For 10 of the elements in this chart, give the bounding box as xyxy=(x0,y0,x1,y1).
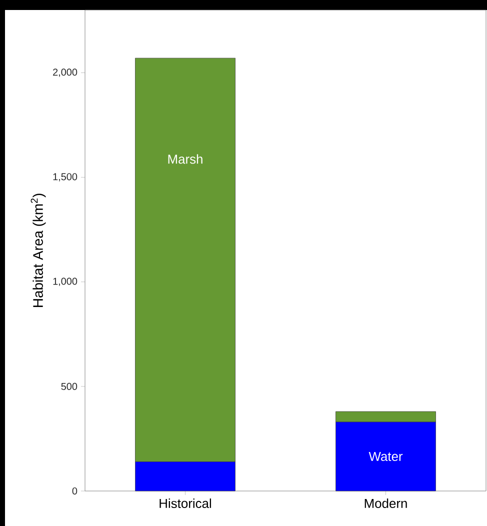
y-tick-label: 500 xyxy=(61,382,78,390)
x-tick-label: Historical xyxy=(160,498,212,508)
x-tick-label: Modern xyxy=(364,498,407,508)
y-axis-title: Habitat Area (km$^{2}$) xyxy=(30,194,46,307)
y-tick-label: 1,000 xyxy=(53,278,78,286)
y-tick-label: 2,000 xyxy=(53,68,78,77)
y-tick-label: 0 xyxy=(72,487,78,495)
y-tick-label: 1,500 xyxy=(53,173,78,182)
series-label: Water xyxy=(368,452,403,462)
series-label: Marsh xyxy=(168,154,202,164)
